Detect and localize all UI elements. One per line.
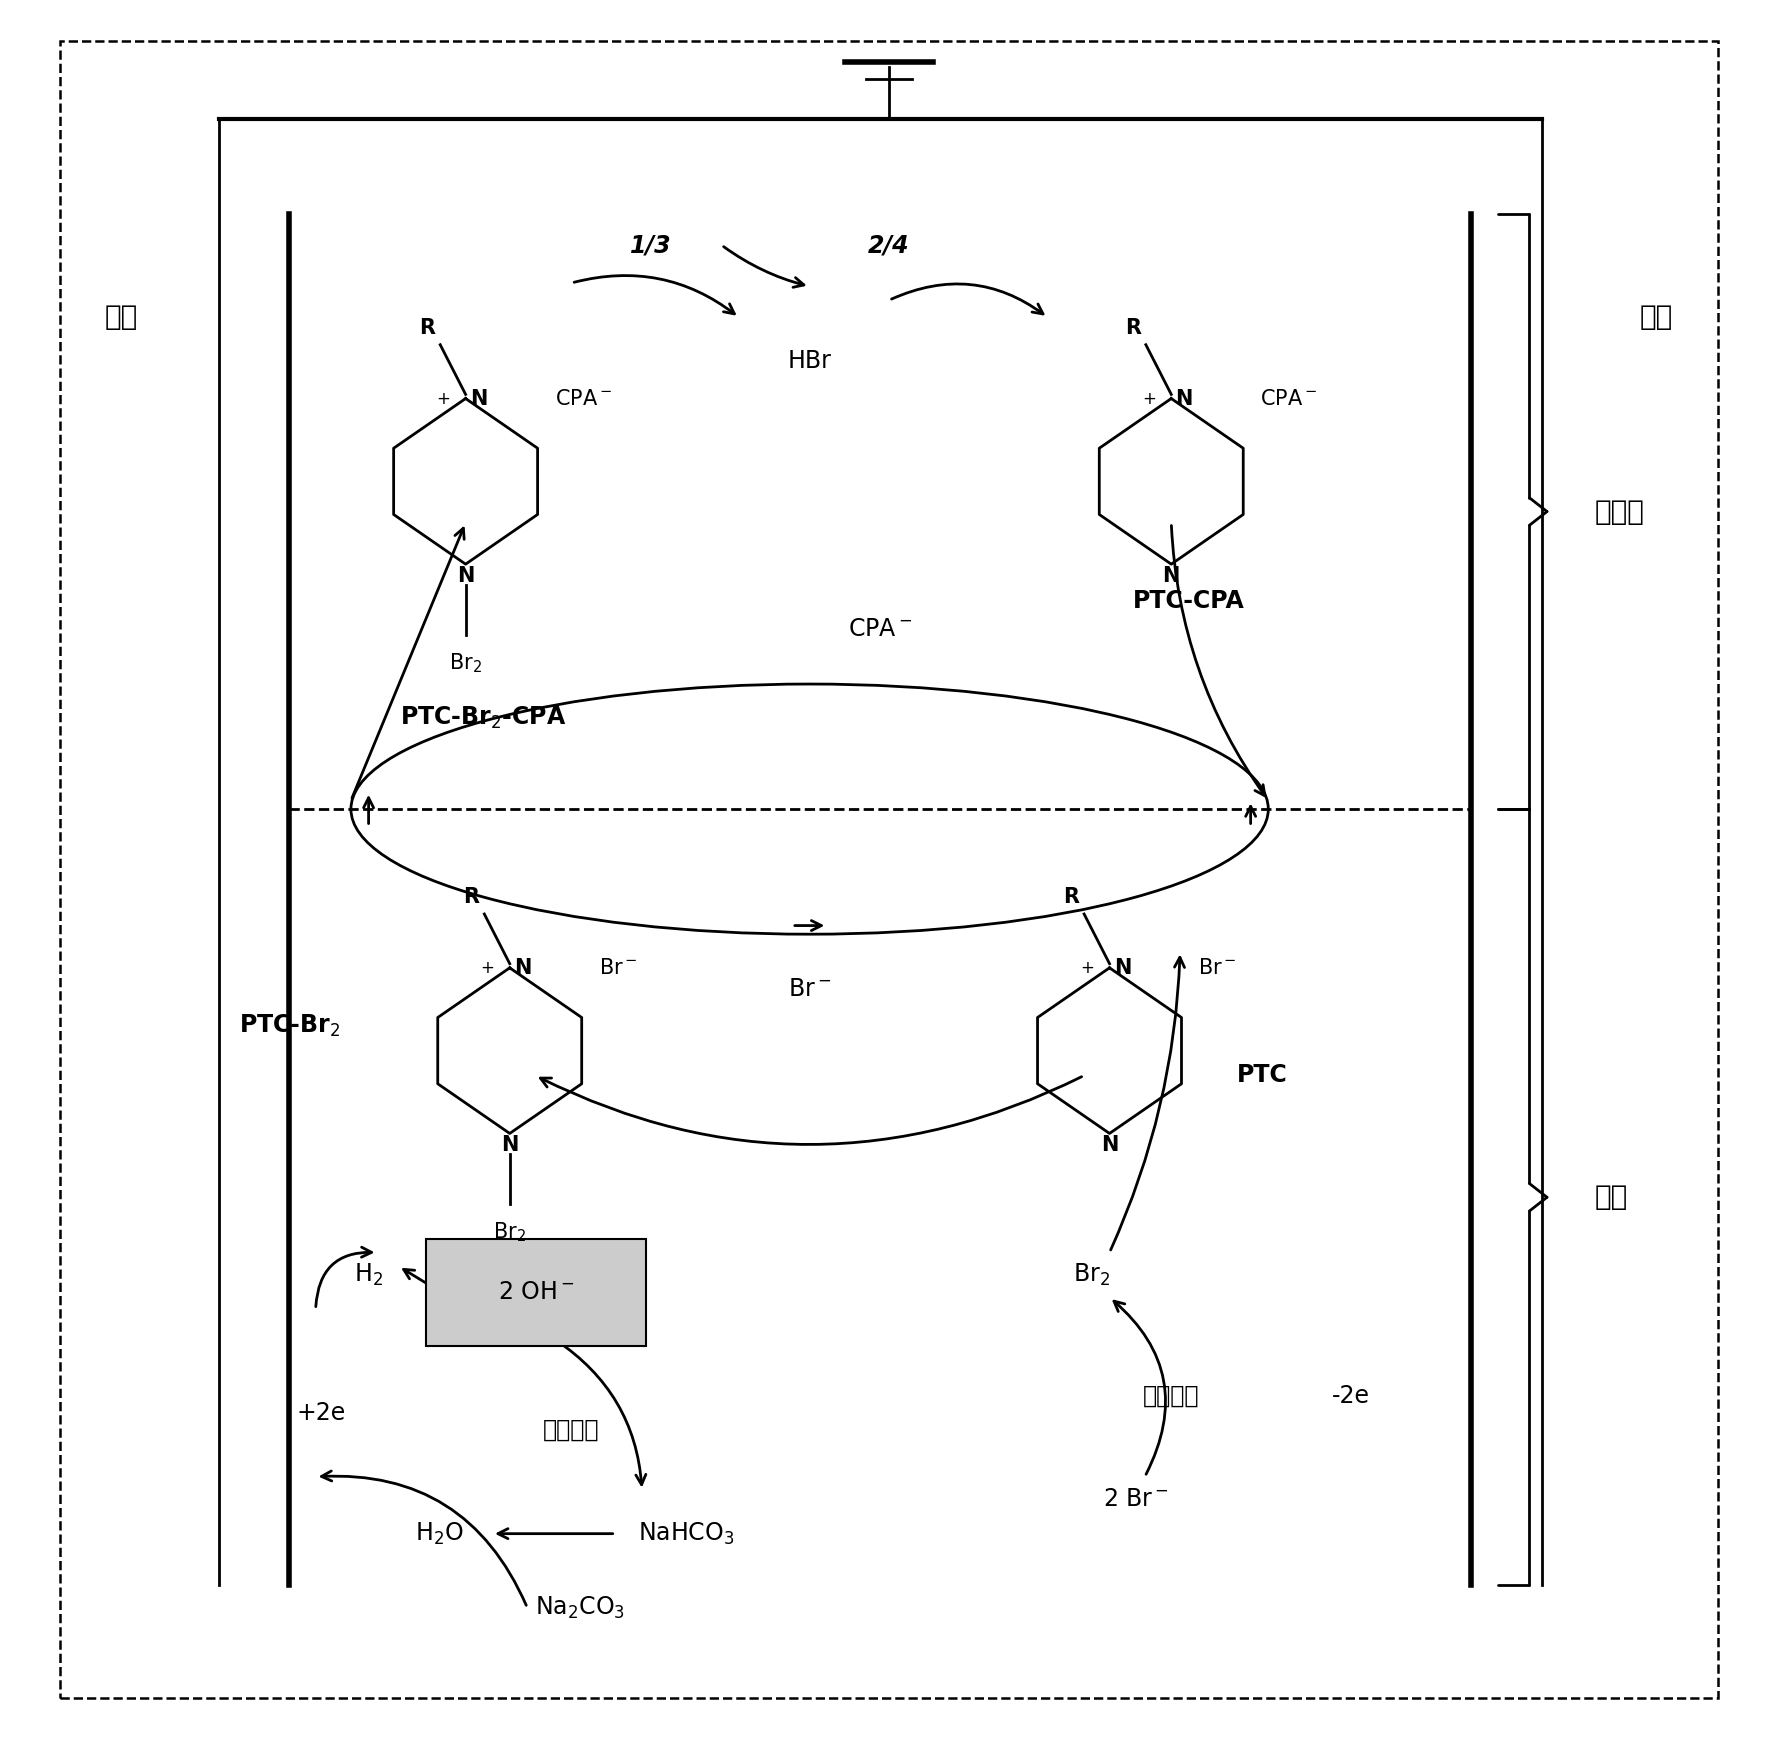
Text: H$_2$: H$_2$ <box>354 1263 382 1289</box>
Text: +: + <box>480 958 494 977</box>
FancyBboxPatch shape <box>427 1238 647 1346</box>
Text: PTC: PTC <box>1236 1064 1287 1087</box>
Text: NaHCO$_3$: NaHCO$_3$ <box>638 1520 734 1546</box>
Text: R: R <box>1125 318 1141 337</box>
Text: 有机相: 有机相 <box>1595 497 1645 525</box>
Text: HBr: HBr <box>788 348 832 372</box>
Text: 阴极还原: 阴极还原 <box>544 1419 599 1442</box>
Text: N: N <box>1163 565 1181 586</box>
Text: 1/3: 1/3 <box>629 233 672 257</box>
Text: N: N <box>469 388 487 409</box>
Text: PTC-CPA: PTC-CPA <box>1133 590 1245 612</box>
Text: CPA$^-$: CPA$^-$ <box>555 388 612 409</box>
Text: -2e: -2e <box>1332 1384 1371 1407</box>
Text: CPA$^-$: CPA$^-$ <box>848 617 912 642</box>
Text: +: + <box>1141 390 1156 407</box>
Text: 水相: 水相 <box>1595 1183 1629 1212</box>
Text: 阳极: 阳极 <box>1639 304 1673 332</box>
Text: Na$_2$CO$_3$: Na$_2$CO$_3$ <box>535 1595 626 1621</box>
Text: PTC-Br$_2$-CPA: PTC-Br$_2$-CPA <box>400 704 567 730</box>
Text: 2 OH$^-$: 2 OH$^-$ <box>498 1280 574 1304</box>
Text: N: N <box>1175 388 1193 409</box>
Text: Br$^-$: Br$^-$ <box>599 958 637 977</box>
Text: 阴极: 阴极 <box>105 304 139 332</box>
Text: N: N <box>1113 958 1131 977</box>
Text: Br$_2$: Br$_2$ <box>450 650 482 675</box>
Text: H$_2$O: H$_2$O <box>414 1520 464 1546</box>
Text: N: N <box>1101 1136 1118 1155</box>
Text: 2/4: 2/4 <box>868 233 910 257</box>
Text: Br$_2$: Br$_2$ <box>493 1221 526 1243</box>
Text: +: + <box>1081 958 1093 977</box>
Text: R: R <box>420 318 436 337</box>
Text: 阳极氧化: 阳极氧化 <box>1143 1384 1200 1407</box>
Text: Br$^-$: Br$^-$ <box>788 977 832 1002</box>
Text: CPA$^-$: CPA$^-$ <box>1261 388 1317 409</box>
Text: +2e: +2e <box>297 1402 345 1424</box>
Text: PTC-Br$_2$: PTC-Br$_2$ <box>238 1012 340 1038</box>
Text: Br$^-$: Br$^-$ <box>1198 958 1237 977</box>
Text: Br$_2$: Br$_2$ <box>1074 1263 1111 1289</box>
Text: N: N <box>501 1136 519 1155</box>
Text: N: N <box>457 565 475 586</box>
Text: N: N <box>514 958 532 977</box>
Text: 2 Br$^-$: 2 Br$^-$ <box>1102 1487 1168 1511</box>
Text: R: R <box>1063 887 1079 908</box>
Text: +: + <box>436 390 450 407</box>
Text: R: R <box>464 887 480 908</box>
